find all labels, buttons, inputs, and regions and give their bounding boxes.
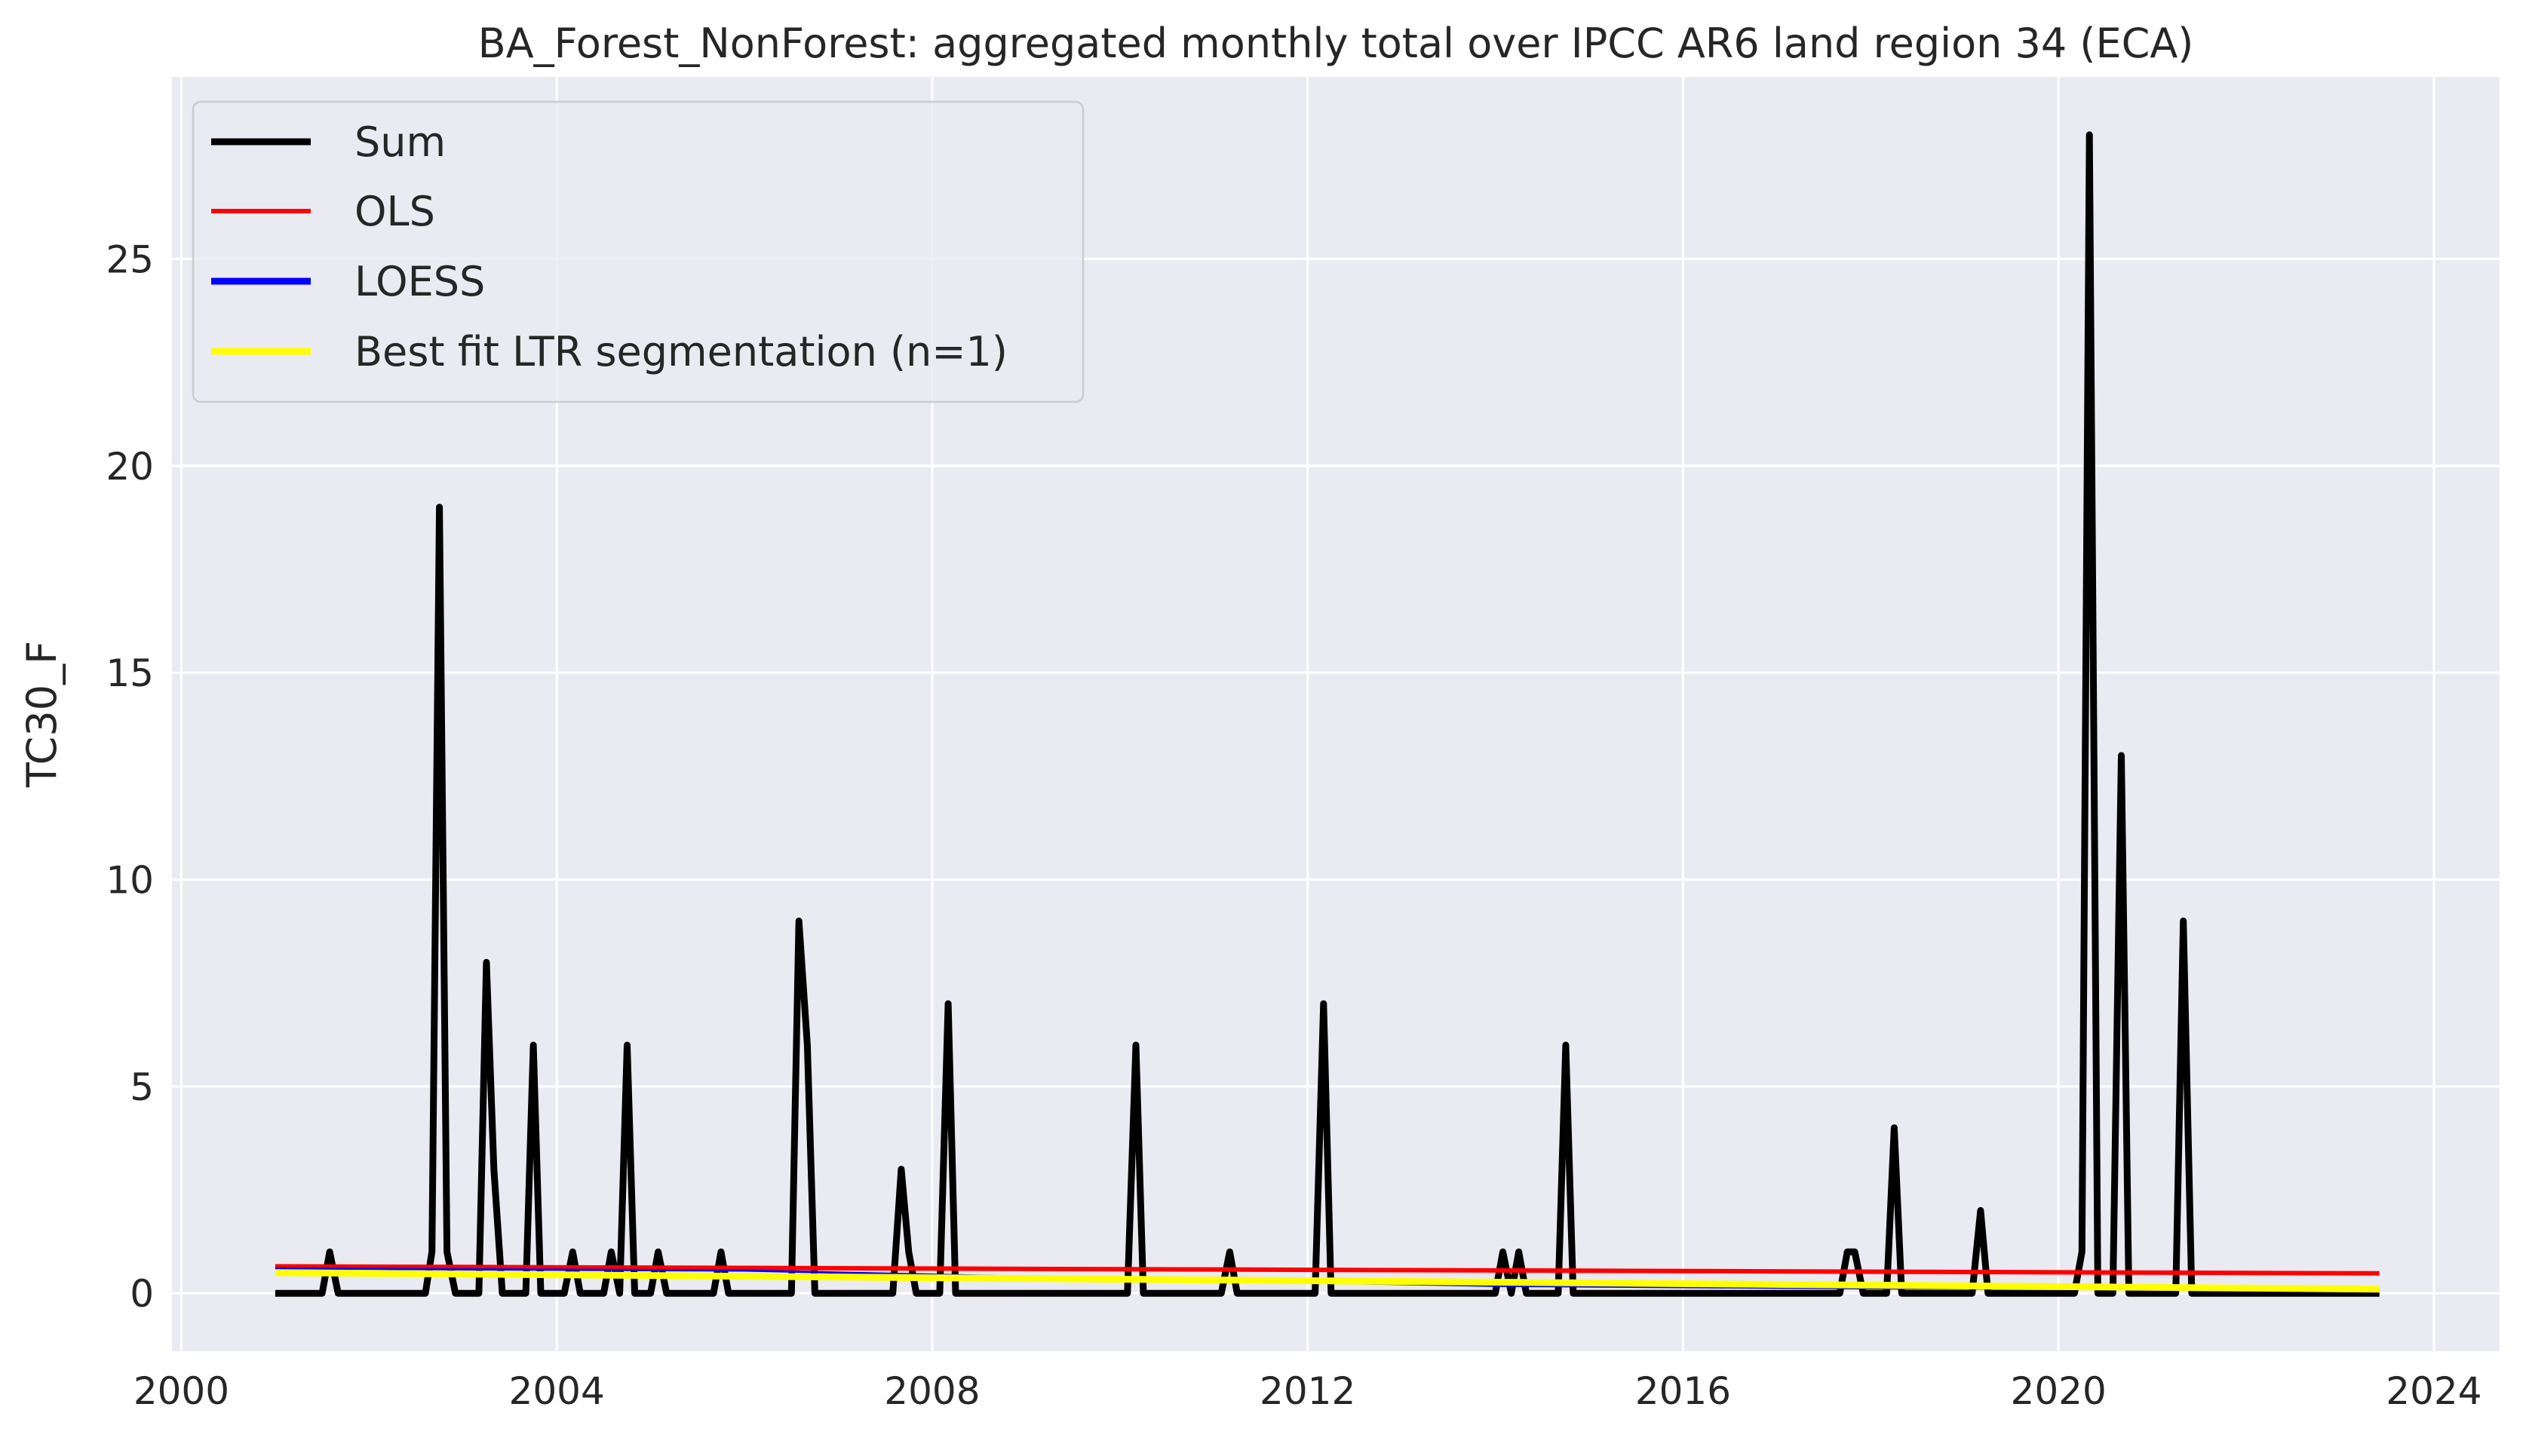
legend-label: Best fit LTR segmentation (n=1) <box>354 328 1008 375</box>
x-tick-labels: 2000 2004 2008 2012 2016 2020 2024 <box>134 1369 2482 1413</box>
y-tick-label: 25 <box>106 238 154 281</box>
legend-box <box>192 100 1085 403</box>
x-tick-label: 2004 <box>509 1369 605 1413</box>
legend-label: Sum <box>354 118 446 166</box>
x-tick-label: 2016 <box>1635 1369 1731 1413</box>
series-line-sum <box>275 131 2380 1297</box>
x-tick-label: 2012 <box>1260 1369 1355 1413</box>
series-line-ols <box>275 1264 2380 1276</box>
x-tick-label: 2020 <box>2011 1369 2107 1413</box>
series-layer <box>275 131 2380 1297</box>
y-tick-labels: 0 5 10 15 20 25 <box>106 238 154 1316</box>
series-line-best-fit-ltr-segmentation-n-1 <box>275 1269 2380 1293</box>
y-tick-label: 20 <box>106 445 154 489</box>
y-tick-label: 10 <box>106 858 154 902</box>
x-tick-label: 2000 <box>134 1369 229 1413</box>
y-tick-label: 15 <box>106 651 154 695</box>
y-tick-label: 5 <box>130 1065 154 1109</box>
x-tick-label: 2008 <box>884 1369 980 1413</box>
y-axis-label: TC30_F <box>18 641 66 788</box>
x-tick-label: 2024 <box>2386 1369 2481 1413</box>
y-tick-label: 0 <box>130 1272 154 1316</box>
legend-label: OLS <box>354 188 435 235</box>
legend-label: LOESS <box>354 258 485 305</box>
legend: Sum OLS LOESS Best fit LTR segmentation (n=… <box>192 100 1085 403</box>
chart-title: BA_Forest_NonForest: aggregated monthly … <box>478 20 2194 67</box>
